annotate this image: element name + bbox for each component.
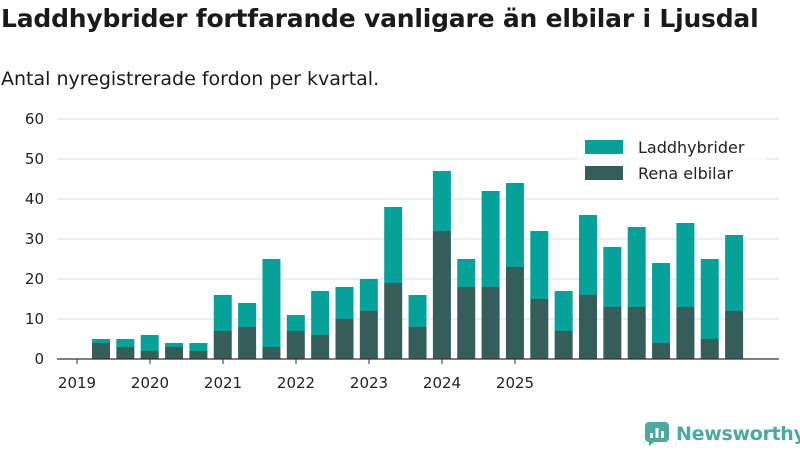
x-tick-label: 2023 xyxy=(350,374,388,392)
y-tick-label: 20 xyxy=(25,270,44,288)
bar-laddhybrider xyxy=(481,191,500,287)
bar-rena-elbilar xyxy=(579,295,597,359)
bar-rena-elbilar xyxy=(432,231,451,359)
legend-label: Laddhybrider xyxy=(638,138,745,157)
bar-laddhybrider xyxy=(165,343,184,347)
bar-laddhybrider xyxy=(676,223,695,307)
bar-laddhybrider xyxy=(554,291,573,331)
y-tick-label: 60 xyxy=(25,110,44,128)
bar-laddhybrider xyxy=(116,339,135,347)
bar-laddhybrider xyxy=(652,263,671,343)
bar-laddhybrider xyxy=(579,215,597,295)
bar-rena-elbilar xyxy=(286,331,305,359)
bar-laddhybrider xyxy=(286,315,305,331)
bar-rena-elbilar xyxy=(700,339,719,359)
legend-swatch xyxy=(585,166,623,180)
bar-rena-elbilar xyxy=(408,327,427,359)
chart-title: Laddhybrider fortfarande vanligare än el… xyxy=(1,4,759,33)
legend-swatch xyxy=(585,140,623,154)
bar-rena-elbilar xyxy=(554,331,573,359)
x-tick-label: 2019 xyxy=(58,374,96,392)
y-tick-label: 0 xyxy=(34,350,44,368)
bar-rena-elbilar xyxy=(213,331,232,359)
brand-logo: Newsworthy xyxy=(645,421,800,447)
bar-rena-elbilar xyxy=(384,283,403,359)
bar-laddhybrider xyxy=(700,259,719,339)
y-tick-label: 10 xyxy=(25,310,44,328)
bar-rena-elbilar xyxy=(457,287,476,359)
bar-rena-elbilar xyxy=(652,343,671,359)
bar-rena-elbilar xyxy=(481,287,500,359)
bar-laddhybrider xyxy=(238,303,257,327)
legend: Laddhybrider Rena elbilar xyxy=(578,133,766,191)
bar-rena-elbilar xyxy=(530,299,549,359)
bar-rena-elbilar xyxy=(311,335,330,359)
bar-rena-elbilar xyxy=(140,351,159,359)
bar-rena-elbilar xyxy=(189,351,208,359)
bar-laddhybrider xyxy=(530,231,549,299)
stacked-bar-chart: 0 10 20 30 40 50 60 2019 2020 2021 2022 2023 2024 202… xyxy=(25,110,779,392)
bar-rena-elbilar xyxy=(92,343,110,359)
bars-layer xyxy=(92,171,744,359)
y-tick-label: 30 xyxy=(25,230,44,248)
y-tick-label: 40 xyxy=(25,190,44,208)
bar-laddhybrider xyxy=(384,207,403,283)
x-tick-label: 2024 xyxy=(423,374,461,392)
bar-laddhybrider xyxy=(262,259,281,347)
y-tick-label: 50 xyxy=(25,150,44,168)
bar-laddhybrider xyxy=(505,183,524,267)
x-tick-label: 2020 xyxy=(131,374,169,392)
bar-rena-elbilar xyxy=(359,311,378,359)
bar-laddhybrider xyxy=(92,339,110,343)
bar-rena-elbilar xyxy=(603,307,622,359)
bar-laddhybrider xyxy=(457,259,476,287)
bar-rena-elbilar xyxy=(116,347,135,359)
bar-rena-elbilar xyxy=(335,319,354,359)
x-tick-label: 2021 xyxy=(204,374,242,392)
bar-laddhybrider xyxy=(725,235,744,311)
bar-rena-elbilar xyxy=(262,347,281,359)
bar-laddhybrider xyxy=(189,343,208,351)
bar-rena-elbilar xyxy=(627,307,646,359)
bar-laddhybrider xyxy=(408,295,427,327)
bar-laddhybrider xyxy=(311,291,330,335)
bar-rena-elbilar xyxy=(505,267,524,359)
bar-rena-elbilar xyxy=(676,307,695,359)
bar-laddhybrider xyxy=(603,247,622,307)
bar-laddhybrider xyxy=(213,295,232,331)
legend-label: Rena elbilar xyxy=(638,164,733,183)
x-tick-label: 2022 xyxy=(277,374,315,392)
chart-badge-icon xyxy=(645,422,669,446)
x-tick-label: 2025 xyxy=(496,374,534,392)
brand-name: Newsworthy xyxy=(676,423,800,445)
bar-rena-elbilar xyxy=(238,327,257,359)
bar-laddhybrider xyxy=(432,171,451,231)
bar-rena-elbilar xyxy=(165,347,184,359)
axis-layer: 0 10 20 30 40 50 60 2019 2020 2021 2022 2023 2024 202… xyxy=(25,110,779,392)
bar-laddhybrider xyxy=(627,227,646,307)
chart-subtitle: Antal nyregistrerade fordon per kvartal. xyxy=(1,68,380,90)
bar-laddhybrider xyxy=(140,335,159,351)
bar-laddhybrider xyxy=(335,287,354,319)
bar-laddhybrider xyxy=(359,279,378,311)
bar-rena-elbilar xyxy=(725,311,744,359)
